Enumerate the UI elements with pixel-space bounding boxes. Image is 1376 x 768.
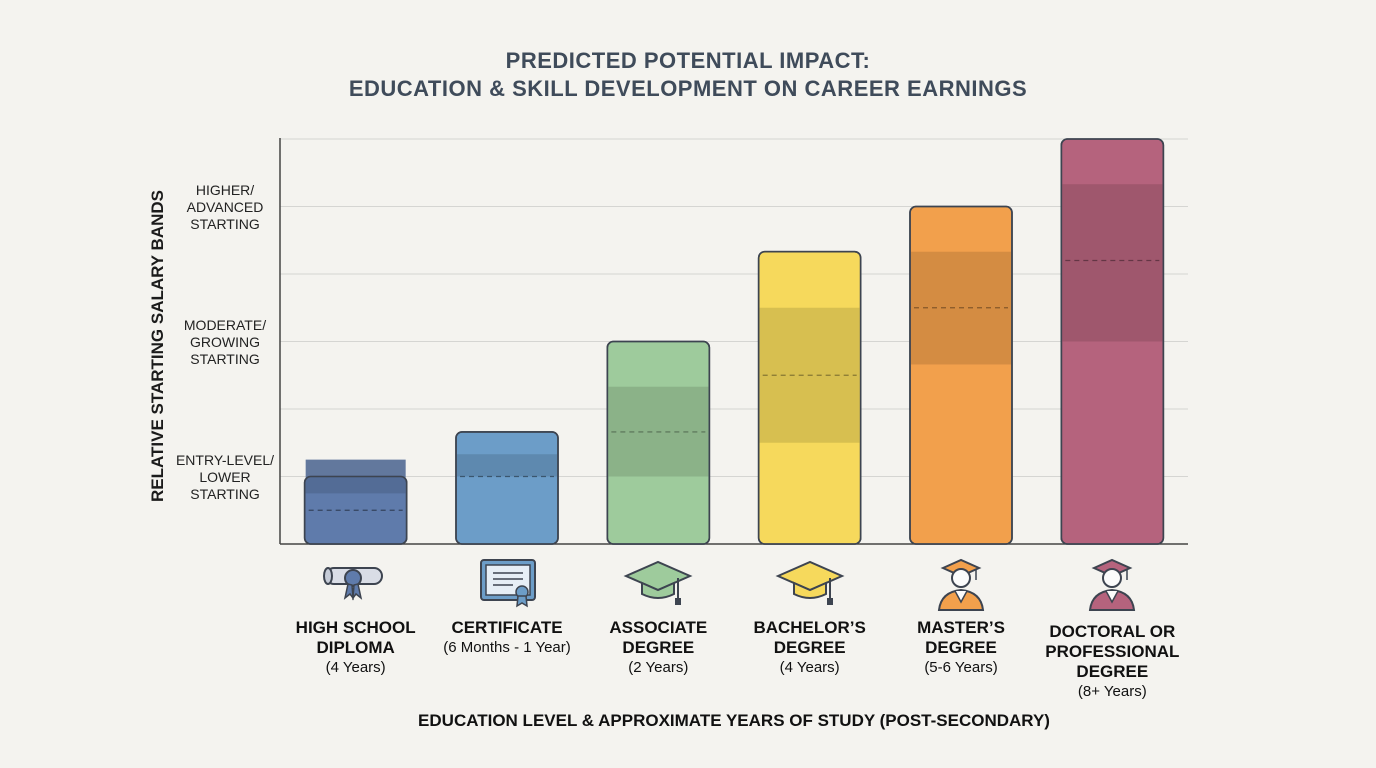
bar xyxy=(455,431,559,545)
bar-range-band xyxy=(1062,184,1163,342)
x-category-years: (5-6 Years) xyxy=(924,659,998,676)
doctoral-person-icon xyxy=(1089,558,1136,611)
x-category-name: BACHELOR’S DEGREE xyxy=(753,618,866,657)
graduation-cap-icon xyxy=(623,560,693,605)
x-category-label: MASTER’S DEGREE (5-6 Years) xyxy=(886,618,1036,678)
x-category-years: (6 Months - 1 Year) xyxy=(443,639,571,656)
graduate-person-icon xyxy=(937,558,985,611)
diploma-icon xyxy=(322,567,383,601)
x-category-label: BACHELOR’S DEGREE (4 Years) xyxy=(735,618,885,678)
x-category-name: HIGH SCHOOL DIPLOMA xyxy=(295,618,416,657)
bar-outline xyxy=(455,431,559,545)
x-category-name: ASSOCIATE DEGREE xyxy=(609,618,708,657)
certificate-icon xyxy=(480,559,536,608)
bar-outline xyxy=(606,340,711,545)
x-category-label: DOCTORAL OR PROFESSIONAL DEGREE (8+ Years… xyxy=(1037,622,1187,702)
bar-outline xyxy=(303,475,408,545)
y-band-label-entry: ENTRY-LEVEL/ LOWER STARTING xyxy=(175,452,275,502)
bar-range-band xyxy=(457,454,557,477)
graduation-cap-icon xyxy=(775,560,845,605)
x-category-label: HIGH SCHOOL DIPLOMA (4 Years) xyxy=(281,618,431,678)
y-band-label-moderate: MODERATE/ GROWING STARTING xyxy=(183,317,267,367)
x-category-years: (2 Years) xyxy=(628,659,689,676)
x-category-name: DOCTORAL OR PROFESSIONAL DEGREE xyxy=(1045,622,1180,681)
chart-subtitle: EDUCATION & SKILL DEVELOPMENT ON CAREER … xyxy=(348,76,1028,101)
x-category-name: MASTER’S DEGREE xyxy=(917,618,1005,657)
bar-outline xyxy=(757,250,862,545)
x-category-name: CERTIFICATE xyxy=(451,618,563,637)
bar-chart-plot xyxy=(279,138,1188,545)
x-category-years: (8+ Years) xyxy=(1077,683,1147,700)
x-category-years: (4 Years) xyxy=(325,659,386,676)
bar-outline xyxy=(909,205,1013,545)
x-category-label: ASSOCIATE DEGREE (2 Years) xyxy=(583,618,733,678)
bar-outline xyxy=(1060,138,1165,545)
x-category-years: (4 Years) xyxy=(779,659,840,676)
chart-title: PREDICTED POTENTIAL IMPACT: xyxy=(505,48,871,73)
y-band-label-higher: HIGHER/ ADVANCED STARTING xyxy=(186,182,264,232)
x-axis-label: EDUCATION LEVEL & APPROXIMATE YEARS OF S… xyxy=(418,711,1050,730)
x-category-label: CERTIFICATE (6 Months - 1 Year) xyxy=(432,618,582,658)
